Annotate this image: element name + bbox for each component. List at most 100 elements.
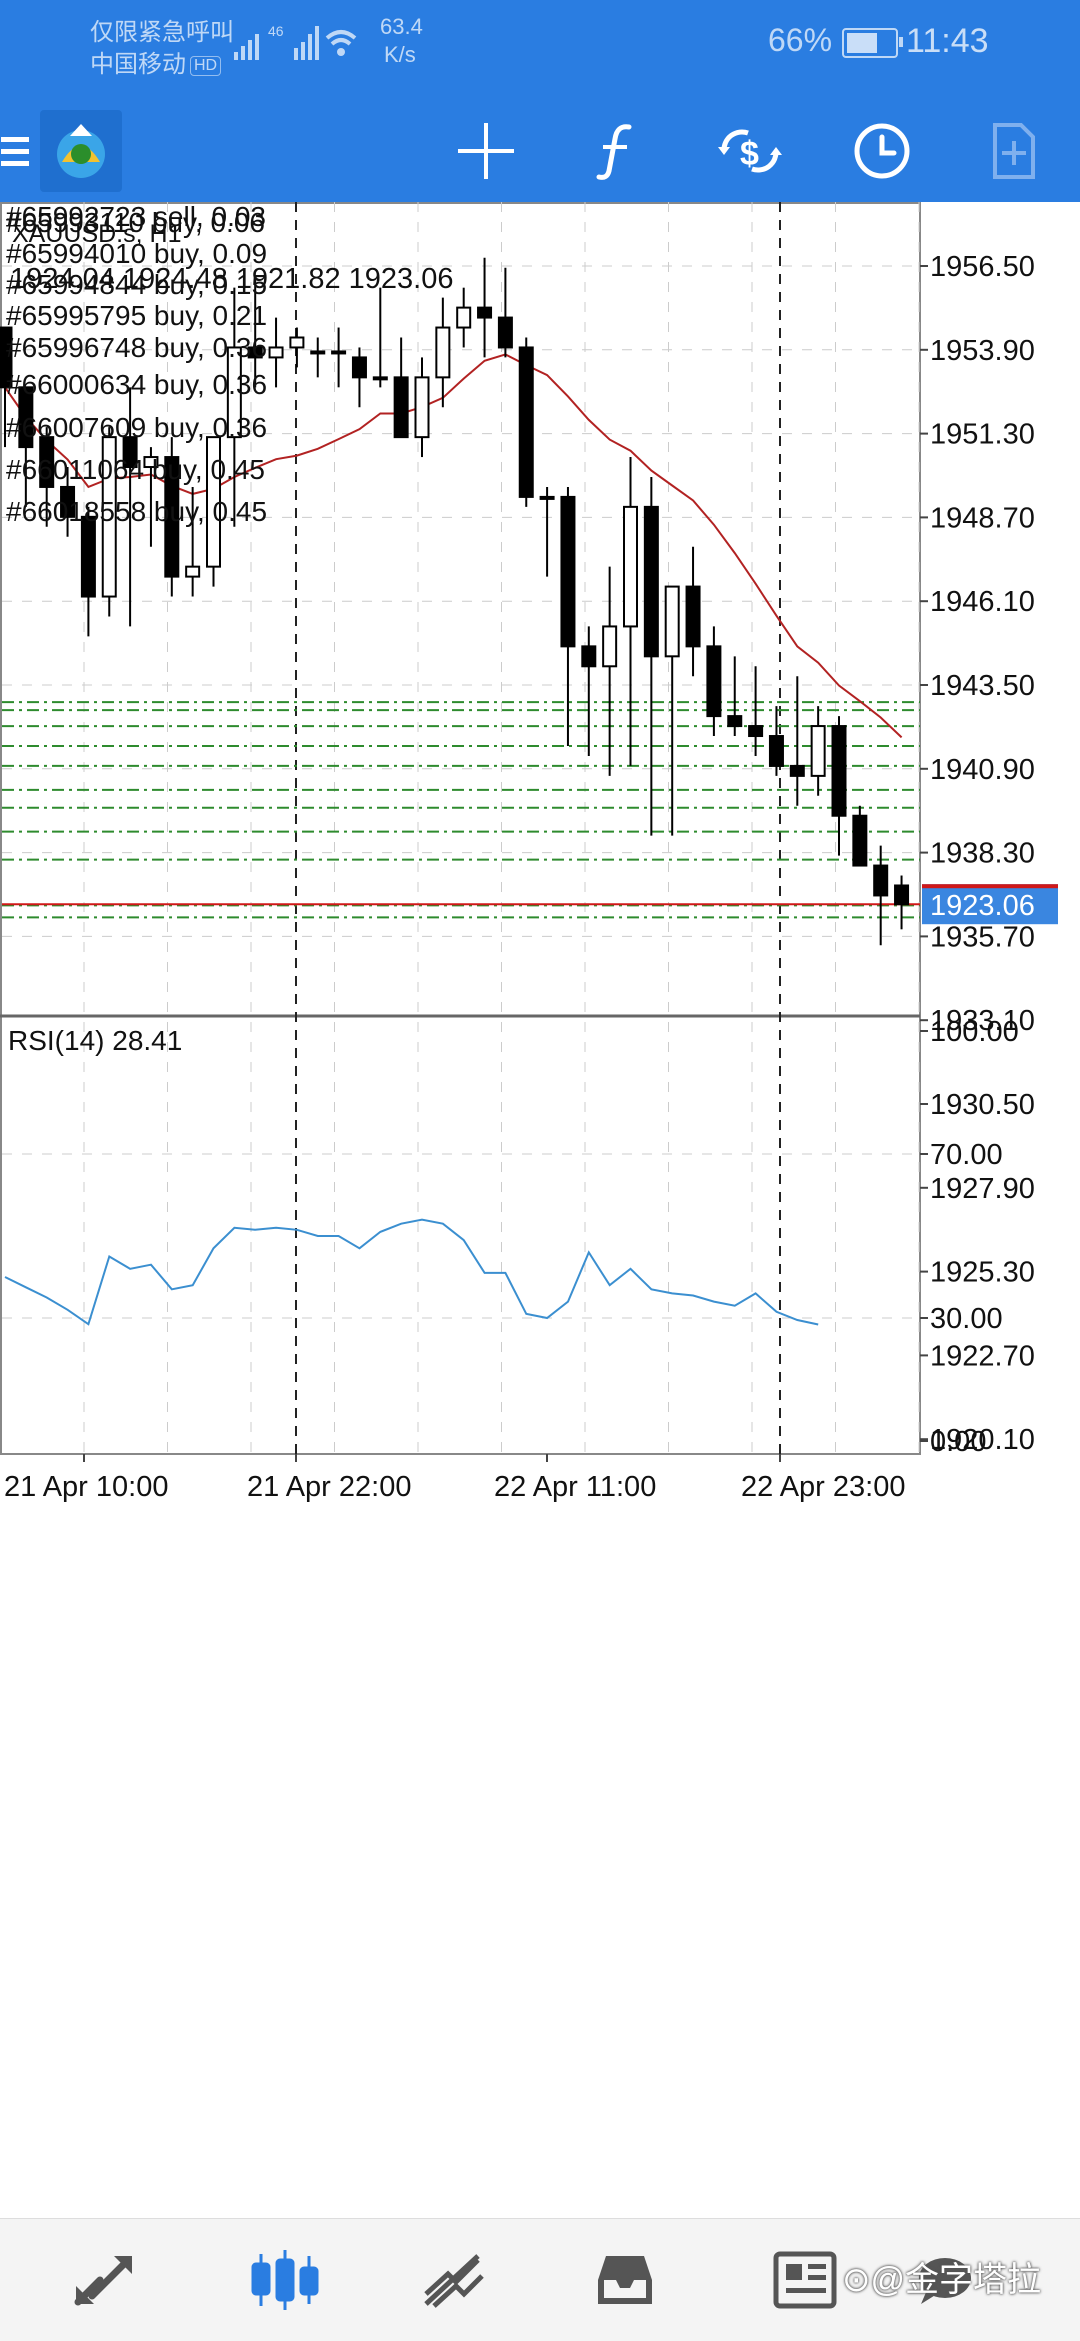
time-axis-label: 21 Apr 22:00 (247, 1471, 411, 1503)
candle (289, 327, 305, 368)
candle (351, 347, 367, 408)
price-axis-label: 1930.50 (930, 1089, 1035, 1121)
candle-body (310, 350, 326, 355)
crosshair-button[interactable] (450, 100, 522, 202)
candle (18, 386, 34, 507)
candle (206, 436, 221, 587)
candle-body (873, 864, 889, 897)
price-axis-label: 1956.50 (930, 251, 1035, 283)
svg-text:$: $ (740, 135, 759, 173)
current-price-tag (922, 884, 1058, 925)
candle-body (206, 436, 221, 568)
candle (768, 706, 784, 776)
order-label: #65996748 buy, 0.36 (6, 332, 267, 363)
price-axis-label: 1951.30 (930, 419, 1035, 451)
price-axis-label: 1922.70 (930, 1340, 1035, 1372)
order-label: #66000634 buy, 0.36 (6, 369, 267, 400)
nav-trade[interactable] (400, 2219, 510, 2341)
trade-chart-icon (424, 2254, 484, 2308)
candle-body (247, 346, 263, 359)
metatrader-logo-icon (40, 110, 122, 192)
candle-body (518, 346, 534, 498)
menu-button[interactable] (0, 100, 30, 202)
candle-body (289, 336, 305, 349)
price-axis-label: 1953.90 (930, 335, 1035, 367)
order-label: #65995795 buy, 0.21 (6, 300, 267, 331)
status-bar: 仅限紧急呼叫 中国移动 HD 46 63.4 K/s 66% 11:43 (0, 0, 1080, 100)
nav-chart[interactable] (230, 2219, 340, 2341)
candle (414, 357, 430, 458)
indicators-button[interactable] (580, 100, 652, 202)
rsi-line (4, 1218, 819, 1326)
nav-news[interactable] (760, 2219, 850, 2341)
menu-icon (1, 137, 29, 166)
rsi-label: RSI(14) 28.41 (8, 1025, 182, 1056)
candle (810, 706, 826, 796)
candle-body (810, 725, 826, 777)
nav-history[interactable] (570, 2219, 680, 2341)
candle (101, 427, 117, 617)
candle-body (80, 515, 96, 598)
candle-body (164, 456, 180, 578)
candle (539, 486, 555, 577)
ohlc-label: 1924.04 1924.48 1921.82 1923.06 (10, 263, 453, 295)
app-logo-button[interactable] (38, 100, 124, 202)
clock: 11:43 (906, 22, 989, 60)
signal-wifi-icon: 46 (234, 23, 357, 60)
candle-body (664, 585, 680, 658)
chart-area[interactable]: 1956.50 1953.90 1951.30 1948.70 1946.10 1943.… (0, 201, 1080, 2218)
bottom-navigation (0, 2218, 1080, 2341)
nav-chats[interactable] (900, 2219, 990, 2341)
candle-body (226, 346, 242, 439)
time-axis-label: 22 Apr 23:00 (741, 1471, 905, 1503)
candle (60, 467, 76, 537)
candle-body (560, 495, 576, 648)
candle-body (143, 456, 159, 469)
candle-body (852, 814, 868, 867)
nav-quotes[interactable] (50, 2219, 160, 2341)
candle-body (727, 715, 743, 728)
rsi-axis-label: 100.00 (930, 1016, 1019, 1048)
candle (477, 257, 493, 358)
price-axis-label: 1940.90 (930, 754, 1035, 786)
price-axis-label: 1935.70 (930, 921, 1035, 953)
candle-body (789, 764, 805, 777)
candle-body (706, 645, 722, 718)
rsi-axis-label: 30.00 (930, 1303, 1003, 1335)
candle (143, 447, 159, 547)
trade-button[interactable]: $ (710, 100, 790, 202)
candle (331, 327, 347, 388)
candle-body (393, 376, 409, 439)
period-button[interactable] (846, 100, 918, 202)
moving-average-line (4, 353, 903, 739)
candle-body (101, 436, 117, 598)
candle-body (497, 316, 513, 349)
net-speed-unit: K/s (384, 42, 416, 67)
order-label: #65993110 buy, 0.06 (6, 207, 265, 238)
candle-body (539, 495, 555, 500)
candle-body (477, 306, 493, 319)
clock-icon (854, 123, 910, 179)
network-badge: 46 (268, 23, 284, 39)
price-chart[interactable]: 1956.50 1953.90 1951.30 1948.70 1946.10 1943.… (0, 201, 1080, 2218)
watermark-overlay: ⊙@金字塔拉 (842, 2261, 1042, 2299)
candle (164, 437, 180, 597)
price-axis-label: 1938.30 (930, 838, 1035, 870)
new-order-button[interactable] (976, 100, 1052, 202)
candle (372, 287, 388, 388)
candle (894, 875, 910, 930)
candle (122, 387, 138, 627)
candle (748, 666, 764, 756)
candle-body (623, 505, 638, 628)
symbol-label: XAUUSD.s, H1 (12, 220, 181, 248)
candle-body (0, 326, 13, 389)
candle (623, 457, 638, 766)
current-price-tag-edge (922, 884, 1058, 889)
candle (456, 287, 472, 348)
candle-body (414, 376, 430, 439)
price-axis-label: 1927.90 (930, 1173, 1035, 1205)
candle-body (894, 884, 910, 906)
candle (0, 326, 13, 448)
candle (39, 427, 55, 527)
order-label: #66018558 buy, 0.45 (6, 496, 267, 527)
